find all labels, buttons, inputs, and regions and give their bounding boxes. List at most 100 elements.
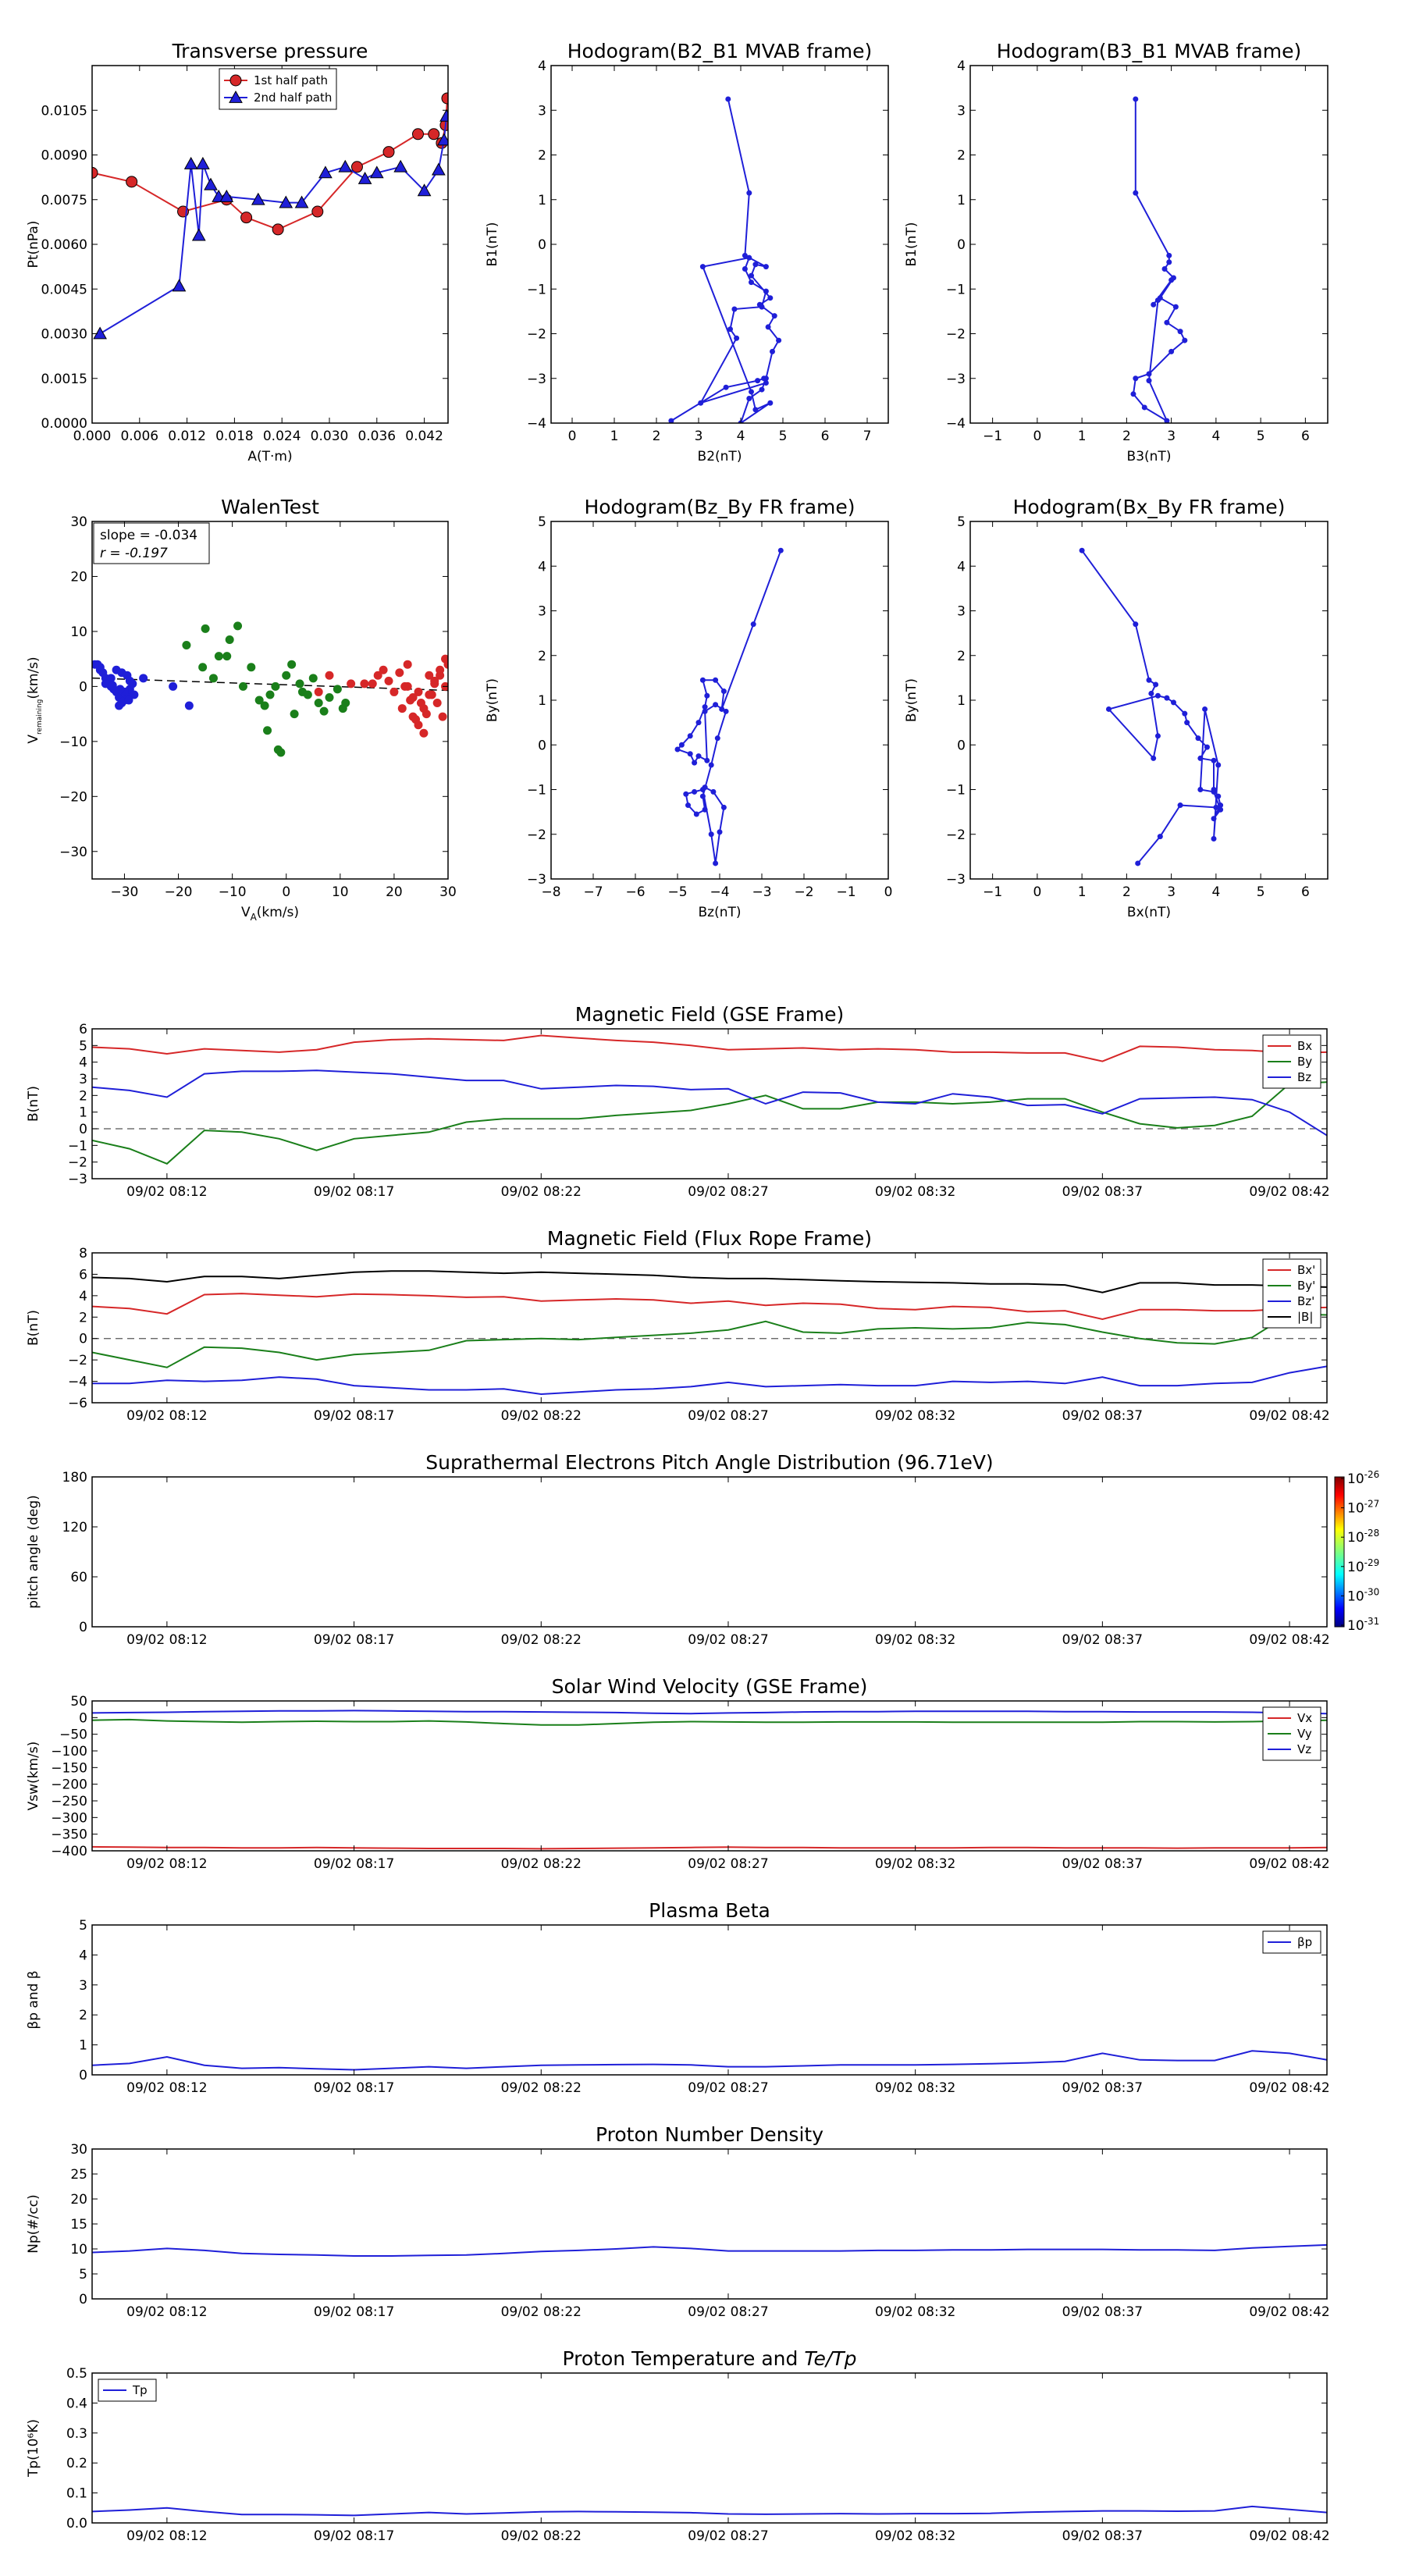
data-point xyxy=(116,685,125,694)
data-point xyxy=(699,677,706,683)
data-point xyxy=(746,190,752,196)
colorbar-tick-base: 10 xyxy=(1347,1589,1364,1604)
chart-title: Hodogram(B3_B1 MVAB frame) xyxy=(997,40,1302,62)
data-point xyxy=(708,762,714,768)
chart-title: Suprathermal Electrons Pitch Angle Distr… xyxy=(425,1451,993,1474)
y-tick-label: 10 xyxy=(70,2242,87,2258)
data-point xyxy=(759,386,765,393)
x-tick-label: −4 xyxy=(710,884,729,900)
y-tick-label: 4 xyxy=(79,1289,87,1304)
y-tick-label: −150 xyxy=(51,1760,87,1776)
y-tick-label: 0.0075 xyxy=(41,193,87,208)
y-tick-label: −3 xyxy=(946,372,966,387)
data-point xyxy=(271,681,280,691)
data-point xyxy=(169,681,178,691)
data-point-triangle xyxy=(196,156,210,169)
data-point xyxy=(325,692,334,702)
data-point-circle xyxy=(240,212,253,224)
chart-mag-fr: B(nT) Magnetic Field (Flux Rope Frame) −6 −… xyxy=(26,1227,1330,1424)
legend-label: Vz xyxy=(1297,1742,1311,1756)
colorbar-tick-label: 10-26 xyxy=(1347,1469,1379,1487)
data-point xyxy=(397,704,407,713)
legend: 1st half path 2nd half path xyxy=(219,68,337,110)
y-axis-label: B(nT) xyxy=(26,1310,41,1346)
data-point xyxy=(263,726,272,735)
y-tick-label: −2 xyxy=(946,327,966,343)
data-point xyxy=(1157,834,1163,840)
data-point xyxy=(425,671,434,680)
colorbar-tick-label: 10-30 xyxy=(1347,1586,1379,1604)
data-point-triangle xyxy=(294,195,309,208)
colorbar-tick-base: 10 xyxy=(1347,1560,1364,1575)
x-tick-label: 09/02 08:22 xyxy=(501,1856,582,1872)
data-point xyxy=(425,690,434,699)
data-point-triangle xyxy=(191,228,206,241)
x-tick-label: 0.036 xyxy=(357,429,396,444)
y-tick-label: −2 xyxy=(68,1353,87,1368)
x-tick-label: 20 xyxy=(386,884,403,900)
plot-frame xyxy=(91,1700,1328,1852)
y-tick-label: −1 xyxy=(527,783,546,799)
data-point xyxy=(704,692,710,699)
y-tick-label: 2 xyxy=(957,649,966,664)
chart-title: Hodogram(Bx_By FR frame) xyxy=(1013,496,1286,518)
data-point xyxy=(1105,706,1112,712)
x-tick-label: 7 xyxy=(863,429,872,444)
x-tick-label: −5 xyxy=(667,884,687,900)
y-tick-label: 0.2 xyxy=(66,2456,87,2471)
data-point xyxy=(1154,733,1161,739)
data-point xyxy=(1141,404,1147,411)
chart-pad: Suprathermal Electrons Pitch Angle Distr… xyxy=(26,1451,1379,1648)
colorbar-tick-label: 10-29 xyxy=(1347,1557,1379,1575)
plot-area xyxy=(92,1710,1327,1850)
x-tick-label: −6 xyxy=(625,884,645,900)
x-tick-label: 09/02 08:17 xyxy=(314,2528,394,2544)
annotation: slope = -0.034 r = -0.197 xyxy=(93,522,210,564)
x-tick-label: 09/02 08:12 xyxy=(126,1856,207,1872)
y-axis-label: Vremaining(km/s) xyxy=(26,656,44,743)
y-axis-label: B1(nT) xyxy=(904,222,919,267)
y-tick-label: −6 xyxy=(68,1396,87,1411)
x-tick-label: −8 xyxy=(541,884,560,900)
y-tick-label: 15 xyxy=(70,2217,87,2233)
data-point xyxy=(368,679,377,688)
data-point xyxy=(763,288,769,294)
data-point-circle xyxy=(272,223,284,236)
data-point xyxy=(1213,804,1219,810)
x-tick-label: 09/02 08:37 xyxy=(1062,1184,1143,1200)
data-point xyxy=(702,806,708,813)
data-point xyxy=(777,547,784,553)
data-point xyxy=(699,264,706,270)
chart-proton-temperature: Tp(10⁶K) Proton Temperature and Te/Tp 0.0 0… xyxy=(26,2347,1330,2544)
data-point xyxy=(720,804,727,810)
y-tick-label: 5 xyxy=(957,514,966,530)
data-point xyxy=(720,688,727,695)
data-point xyxy=(319,706,329,716)
data-point xyxy=(1153,681,1159,688)
plot-area xyxy=(674,547,784,866)
y-tick-label: 4 xyxy=(79,1948,87,1963)
y-tick-label: 0 xyxy=(79,679,87,695)
data-point xyxy=(287,660,297,669)
data-point xyxy=(1215,762,1222,768)
data-point xyxy=(1133,621,1139,628)
x-tick-label: 09/02 08:27 xyxy=(688,1408,768,1424)
data-point xyxy=(749,279,754,286)
plot-frame xyxy=(91,521,449,880)
data-point-triangle xyxy=(393,159,408,173)
y-tick-label: 0 xyxy=(79,1122,87,1137)
plot-area xyxy=(92,1034,1327,1165)
series-line-Bz xyxy=(92,1069,1327,1137)
x-tick-label: 09/02 08:22 xyxy=(501,1408,582,1424)
y-tick-label: −350 xyxy=(51,1827,87,1843)
data-point xyxy=(687,733,693,739)
chart-title: Magnetic Field (GSE Frame) xyxy=(575,1003,844,1026)
data-point xyxy=(108,681,117,690)
data-point xyxy=(1218,802,1224,809)
colorbar-tick-label: 10-27 xyxy=(1347,1499,1379,1517)
y-tick-label: 3 xyxy=(79,1072,87,1087)
y-axis-label: Np(#/cc) xyxy=(26,2194,41,2253)
y-tick-label: 20 xyxy=(70,2192,87,2208)
plot-frame xyxy=(969,521,1329,880)
y-tick-label: −2 xyxy=(946,827,966,843)
